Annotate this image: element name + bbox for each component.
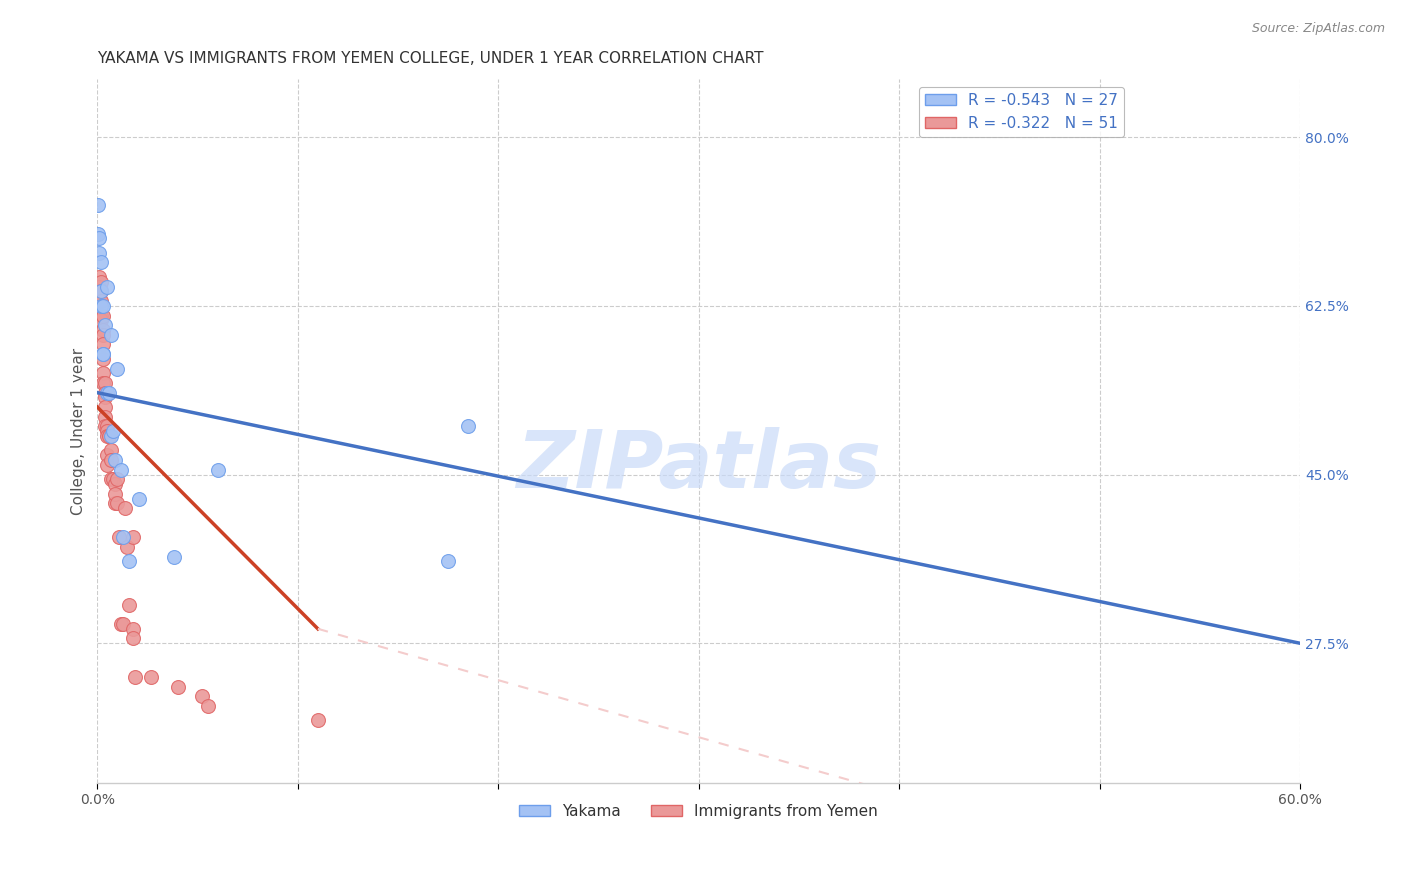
Point xyxy=(112,617,135,632)
Point xyxy=(94,400,117,414)
Point xyxy=(122,632,145,646)
Point xyxy=(93,337,115,351)
Point xyxy=(118,554,141,568)
Text: Source: ZipAtlas.com: Source: ZipAtlas.com xyxy=(1251,22,1385,36)
Point xyxy=(103,424,125,438)
Point xyxy=(105,472,128,486)
Point xyxy=(93,367,115,381)
Point xyxy=(100,472,122,486)
Point xyxy=(98,385,121,400)
Y-axis label: College, Under 1 year: College, Under 1 year xyxy=(72,348,86,515)
Point xyxy=(90,285,112,299)
Point xyxy=(96,419,118,434)
Point xyxy=(100,453,122,467)
Point xyxy=(96,429,118,443)
Point xyxy=(94,385,117,400)
Point xyxy=(93,327,115,342)
Point xyxy=(93,376,115,390)
Point xyxy=(94,391,117,405)
Point xyxy=(90,299,112,313)
Point xyxy=(96,385,118,400)
Point xyxy=(96,458,118,472)
Point xyxy=(162,549,184,564)
Point xyxy=(110,617,132,632)
Point xyxy=(93,347,115,361)
Point xyxy=(90,313,112,327)
Point xyxy=(89,279,111,293)
Point xyxy=(207,463,229,477)
Point xyxy=(104,453,127,467)
Point xyxy=(89,245,111,260)
Point xyxy=(110,463,132,477)
Point xyxy=(100,327,122,342)
Point xyxy=(166,680,188,694)
Point xyxy=(103,472,125,486)
Point xyxy=(104,487,127,501)
Point xyxy=(190,690,212,704)
Point xyxy=(90,309,112,323)
Point xyxy=(141,670,163,684)
Point xyxy=(122,622,145,636)
Point xyxy=(112,530,135,544)
Point xyxy=(89,231,111,245)
Point xyxy=(118,598,141,612)
Point xyxy=(122,530,145,544)
Point xyxy=(307,714,329,728)
Point xyxy=(128,491,150,506)
Point xyxy=(93,309,115,323)
Point xyxy=(87,227,110,241)
Point xyxy=(98,429,121,443)
Point xyxy=(100,443,122,458)
Legend: Yakama, Immigrants from Yemen: Yakama, Immigrants from Yemen xyxy=(513,797,884,825)
Point xyxy=(89,289,111,303)
Point xyxy=(100,429,122,443)
Point xyxy=(90,285,112,299)
Point xyxy=(94,318,117,333)
Point xyxy=(94,409,117,424)
Point xyxy=(90,275,112,289)
Point xyxy=(105,496,128,510)
Point xyxy=(87,197,110,211)
Point xyxy=(108,530,131,544)
Point xyxy=(437,554,460,568)
Point xyxy=(457,419,479,434)
Point xyxy=(117,540,139,554)
Text: YAKAMA VS IMMIGRANTS FROM YEMEN COLLEGE, UNDER 1 YEAR CORRELATION CHART: YAKAMA VS IMMIGRANTS FROM YEMEN COLLEGE,… xyxy=(97,51,763,66)
Point xyxy=(105,361,128,376)
Point xyxy=(96,424,118,438)
Point xyxy=(114,501,136,516)
Point xyxy=(94,376,117,390)
Point xyxy=(104,477,127,491)
Text: ZIPatlas: ZIPatlas xyxy=(516,427,882,506)
Point xyxy=(93,347,115,361)
Point xyxy=(93,299,115,313)
Point xyxy=(93,351,115,366)
Point xyxy=(124,670,146,684)
Point xyxy=(104,496,127,510)
Point xyxy=(96,448,118,462)
Point xyxy=(197,698,219,713)
Point xyxy=(90,294,112,309)
Point xyxy=(89,269,111,284)
Point xyxy=(94,419,117,434)
Point xyxy=(93,323,115,337)
Point xyxy=(90,255,112,269)
Point xyxy=(96,279,118,293)
